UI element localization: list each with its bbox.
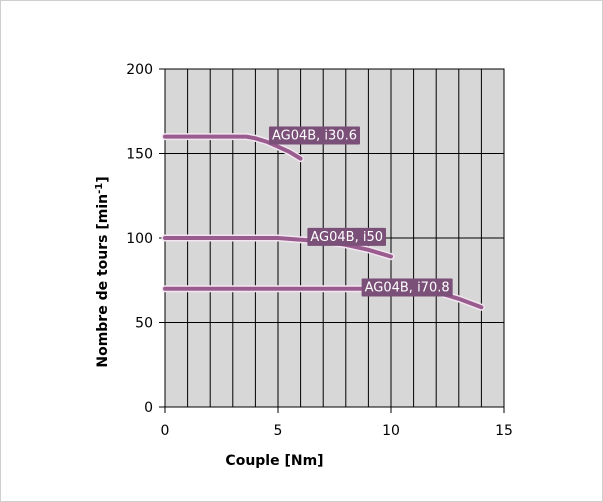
series-labels: AG04B, i30.6 AG04B, i50 AG04B, i70.8 <box>268 126 453 297</box>
y-tick-label: 150 <box>126 147 153 163</box>
x-tick-label: 10 <box>382 423 400 439</box>
y-tick-label: 0 <box>144 400 153 416</box>
x-tick-labels: 0 5 10 15 <box>161 423 513 439</box>
series-label-text: AG04B, i30.6 <box>272 128 357 143</box>
series-line <box>163 236 393 259</box>
y-tick-label: 200 <box>126 62 153 78</box>
series-label-text: AG04B, i70.8 <box>365 281 450 296</box>
y-axis-title: Nombre de tours [min-1] <box>94 176 112 367</box>
series-label-text: AG04B, i50 <box>310 230 383 245</box>
x-axis-title: Couple [Nm] <box>225 453 323 469</box>
y-axis-title-main: Nombre de tours [min <box>95 194 111 368</box>
series-label: AG04B, i50 <box>307 227 387 246</box>
y-axis-title-superscript: -1 <box>94 183 105 194</box>
y-axis-title-tail: ] <box>95 176 111 182</box>
series-label: AG04B, i70.8 <box>361 278 453 297</box>
y-tick-labels: 0 50 100 150 200 <box>126 62 153 416</box>
x-tick-label: 15 <box>495 423 513 439</box>
y-tick-label: 100 <box>126 231 153 247</box>
series-line <box>163 134 303 161</box>
series-label-background <box>307 227 387 246</box>
x-tick-label: 5 <box>274 423 283 439</box>
series-label-background <box>361 278 453 297</box>
x-tick-label: 0 <box>161 423 170 439</box>
y-tick-label: 50 <box>135 316 153 332</box>
series-label-background <box>268 126 360 145</box>
series-label: AG04B, i30.6 <box>268 126 360 145</box>
